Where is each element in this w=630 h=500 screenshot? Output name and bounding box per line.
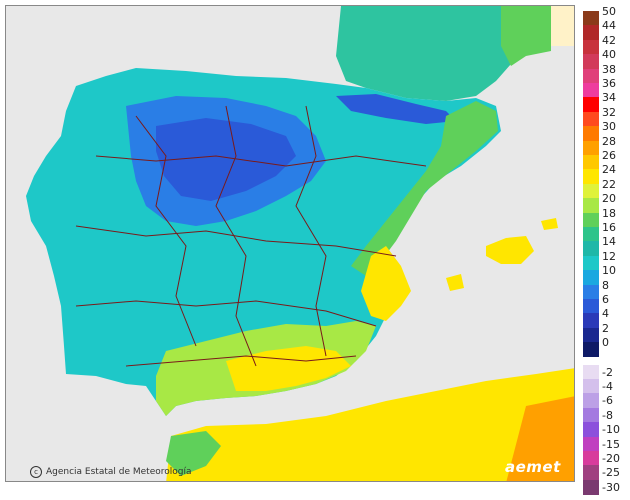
legend-swatch	[583, 255, 599, 271]
legend-swatch	[583, 183, 599, 199]
legend-label: 22	[602, 177, 616, 191]
legend-swatch	[583, 97, 599, 113]
north-africa-green	[166, 431, 221, 476]
legend-label: 24	[602, 163, 616, 177]
cold-region-pyrenees	[336, 94, 456, 124]
legend-swatch	[583, 212, 599, 228]
legend-label: -10	[602, 423, 620, 437]
legend-label: 50	[602, 5, 616, 18]
legend-swatch	[583, 198, 599, 214]
legend-swatch	[583, 313, 599, 329]
aemet-logo: aemet	[505, 458, 561, 476]
legend-label: 36	[602, 77, 616, 90]
legend-label: 38	[602, 62, 616, 76]
legend-swatch	[583, 140, 599, 156]
legend-label: 16	[602, 221, 616, 234]
legend-label: 28	[602, 134, 616, 148]
balearic-mallorca	[486, 236, 534, 264]
legend-swatch	[583, 284, 599, 300]
legend-swatch	[583, 479, 599, 495]
legend-swatch	[583, 25, 599, 41]
map-frame	[5, 5, 575, 482]
legend-swatch	[583, 54, 599, 70]
legend-label: -15	[602, 437, 620, 451]
legend-swatch	[583, 39, 599, 55]
legend-label: -2	[602, 365, 613, 379]
legend-swatch	[583, 169, 599, 185]
legend-swatch	[583, 465, 599, 481]
legend-swatch	[583, 364, 599, 380]
legend-label: 8	[602, 278, 609, 292]
legend-label: 2	[602, 321, 609, 335]
legend-label: 34	[602, 91, 616, 105]
legend-swatch	[583, 83, 599, 98]
legend-swatch	[583, 126, 599, 142]
temperature-legend: 50 44 42 40 38 36 34 32 30 28 26 24 22 20 18 16 14 12 10 8 6…	[583, 6, 628, 495]
legend-label: 30	[602, 120, 616, 134]
legend-swatch	[583, 436, 599, 452]
north-africa-hot	[506, 396, 574, 481]
legend-swatch	[583, 227, 599, 242]
legend-swatch	[583, 111, 599, 127]
france-coast-region	[501, 6, 551, 66]
north-africa	[166, 368, 574, 481]
balearic-ibiza	[446, 274, 464, 291]
copyright-icon: c	[30, 466, 42, 478]
legend-label: 0	[602, 336, 609, 350]
legend-swatch	[583, 451, 599, 466]
legend-swatch	[583, 342, 599, 358]
legend-label: 10	[602, 264, 616, 278]
legend-swatch	[583, 68, 599, 84]
legend-swatch	[583, 241, 599, 257]
legend-label: -30	[602, 480, 620, 494]
legend-label: -4	[602, 380, 613, 393]
legend-label: 44	[602, 19, 616, 33]
far-right-land	[551, 6, 574, 46]
legend-swatch	[583, 11, 599, 26]
legend-label: 32	[602, 105, 616, 119]
legend-label: -20	[602, 452, 620, 465]
legend-label: 26	[602, 149, 616, 162]
cold-region-core	[156, 118, 296, 201]
legend-label: 18	[602, 206, 616, 220]
legend-swatch	[583, 299, 599, 314]
balearic-menorca	[541, 218, 558, 230]
legend-swatch	[583, 155, 599, 170]
legend-label: 20	[602, 192, 616, 206]
legend-swatch	[583, 327, 599, 343]
warm-region-east-coast	[351, 101, 498, 276]
temperature-map	[6, 6, 574, 481]
warm-region-valencia	[361, 246, 411, 321]
legend-label: 12	[602, 249, 616, 263]
legend-label: 40	[602, 48, 616, 62]
credit-text: Agencia Estatal de Meteorología	[46, 467, 192, 477]
agency-credit: c Agencia Estatal de Meteorología	[30, 466, 192, 478]
legend-label: -8	[602, 408, 613, 422]
legend-swatch	[583, 270, 599, 286]
legend-label: 6	[602, 293, 609, 306]
legend-swatch	[583, 407, 599, 423]
legend-label: -6	[602, 394, 613, 408]
legend-label: 42	[602, 33, 616, 47]
france-region	[336, 6, 551, 101]
legend-swatch	[583, 393, 599, 409]
legend-label: -25	[602, 466, 620, 480]
legend-swatch	[583, 379, 599, 394]
legend-label: 14	[602, 235, 616, 249]
legend-swatch	[583, 422, 599, 438]
legend-label: 4	[602, 307, 609, 321]
province-borders	[75, 105, 427, 367]
